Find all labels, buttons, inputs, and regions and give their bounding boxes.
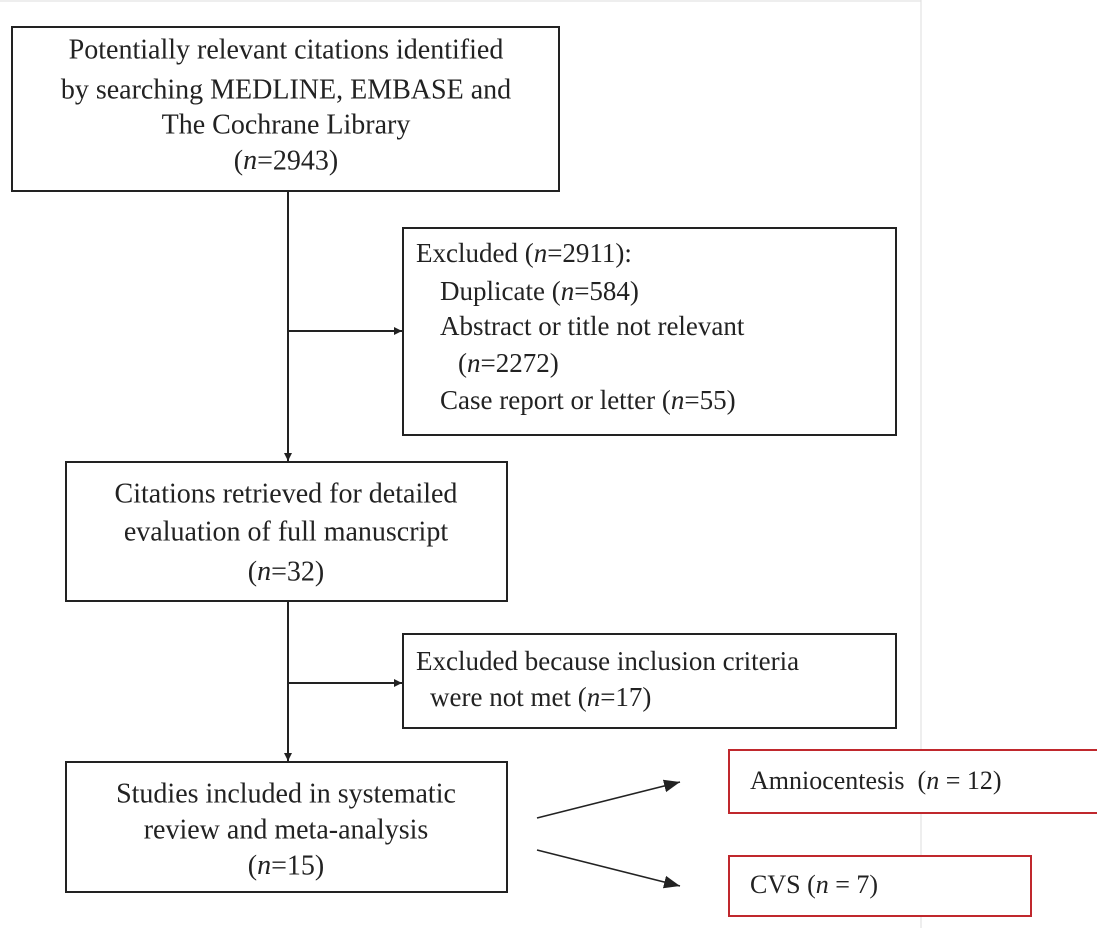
node-text: Excluded because inclusion criteria [416,646,799,676]
node-text: Potentially relevant citations identifie… [69,34,504,65]
box-cvs [728,855,1032,917]
node-text: evaluation of full manuscript [124,516,448,547]
node-text: Excluded (n=2911): [416,238,632,268]
node-text: Duplicate (n=584) [440,276,639,306]
box-excluded-2 [402,633,897,729]
node-text: (n=2272) [458,348,559,378]
node-text: Amniocentesis (n = 12) [750,766,1002,795]
box-excluded-1 [402,227,897,436]
box-identified [11,26,560,192]
box-included [65,761,508,893]
box-amniocentesis [728,749,1097,814]
node-text: were not met (n=17) [430,682,651,712]
node-text: (n=15) [248,850,324,881]
arrow [536,849,681,889]
node-text: (n=2943) [234,145,338,176]
node-text: review and meta-analysis [144,814,429,845]
arrow [536,779,681,819]
node-text: by searching MEDLINE, EMBASE and [61,74,511,105]
node-text: (n=32) [248,556,324,587]
node-text: The Cochrane Library [162,109,411,140]
node-text: Case report or letter (n=55) [440,385,736,415]
node-text: Citations retrieved for detailed [115,478,458,509]
node-text: Studies included in systematic [116,778,456,809]
node-text: Abstract or title not relevant [440,311,745,341]
box-retrieved [65,461,508,602]
node-text: CVS (n = 7) [750,870,878,899]
